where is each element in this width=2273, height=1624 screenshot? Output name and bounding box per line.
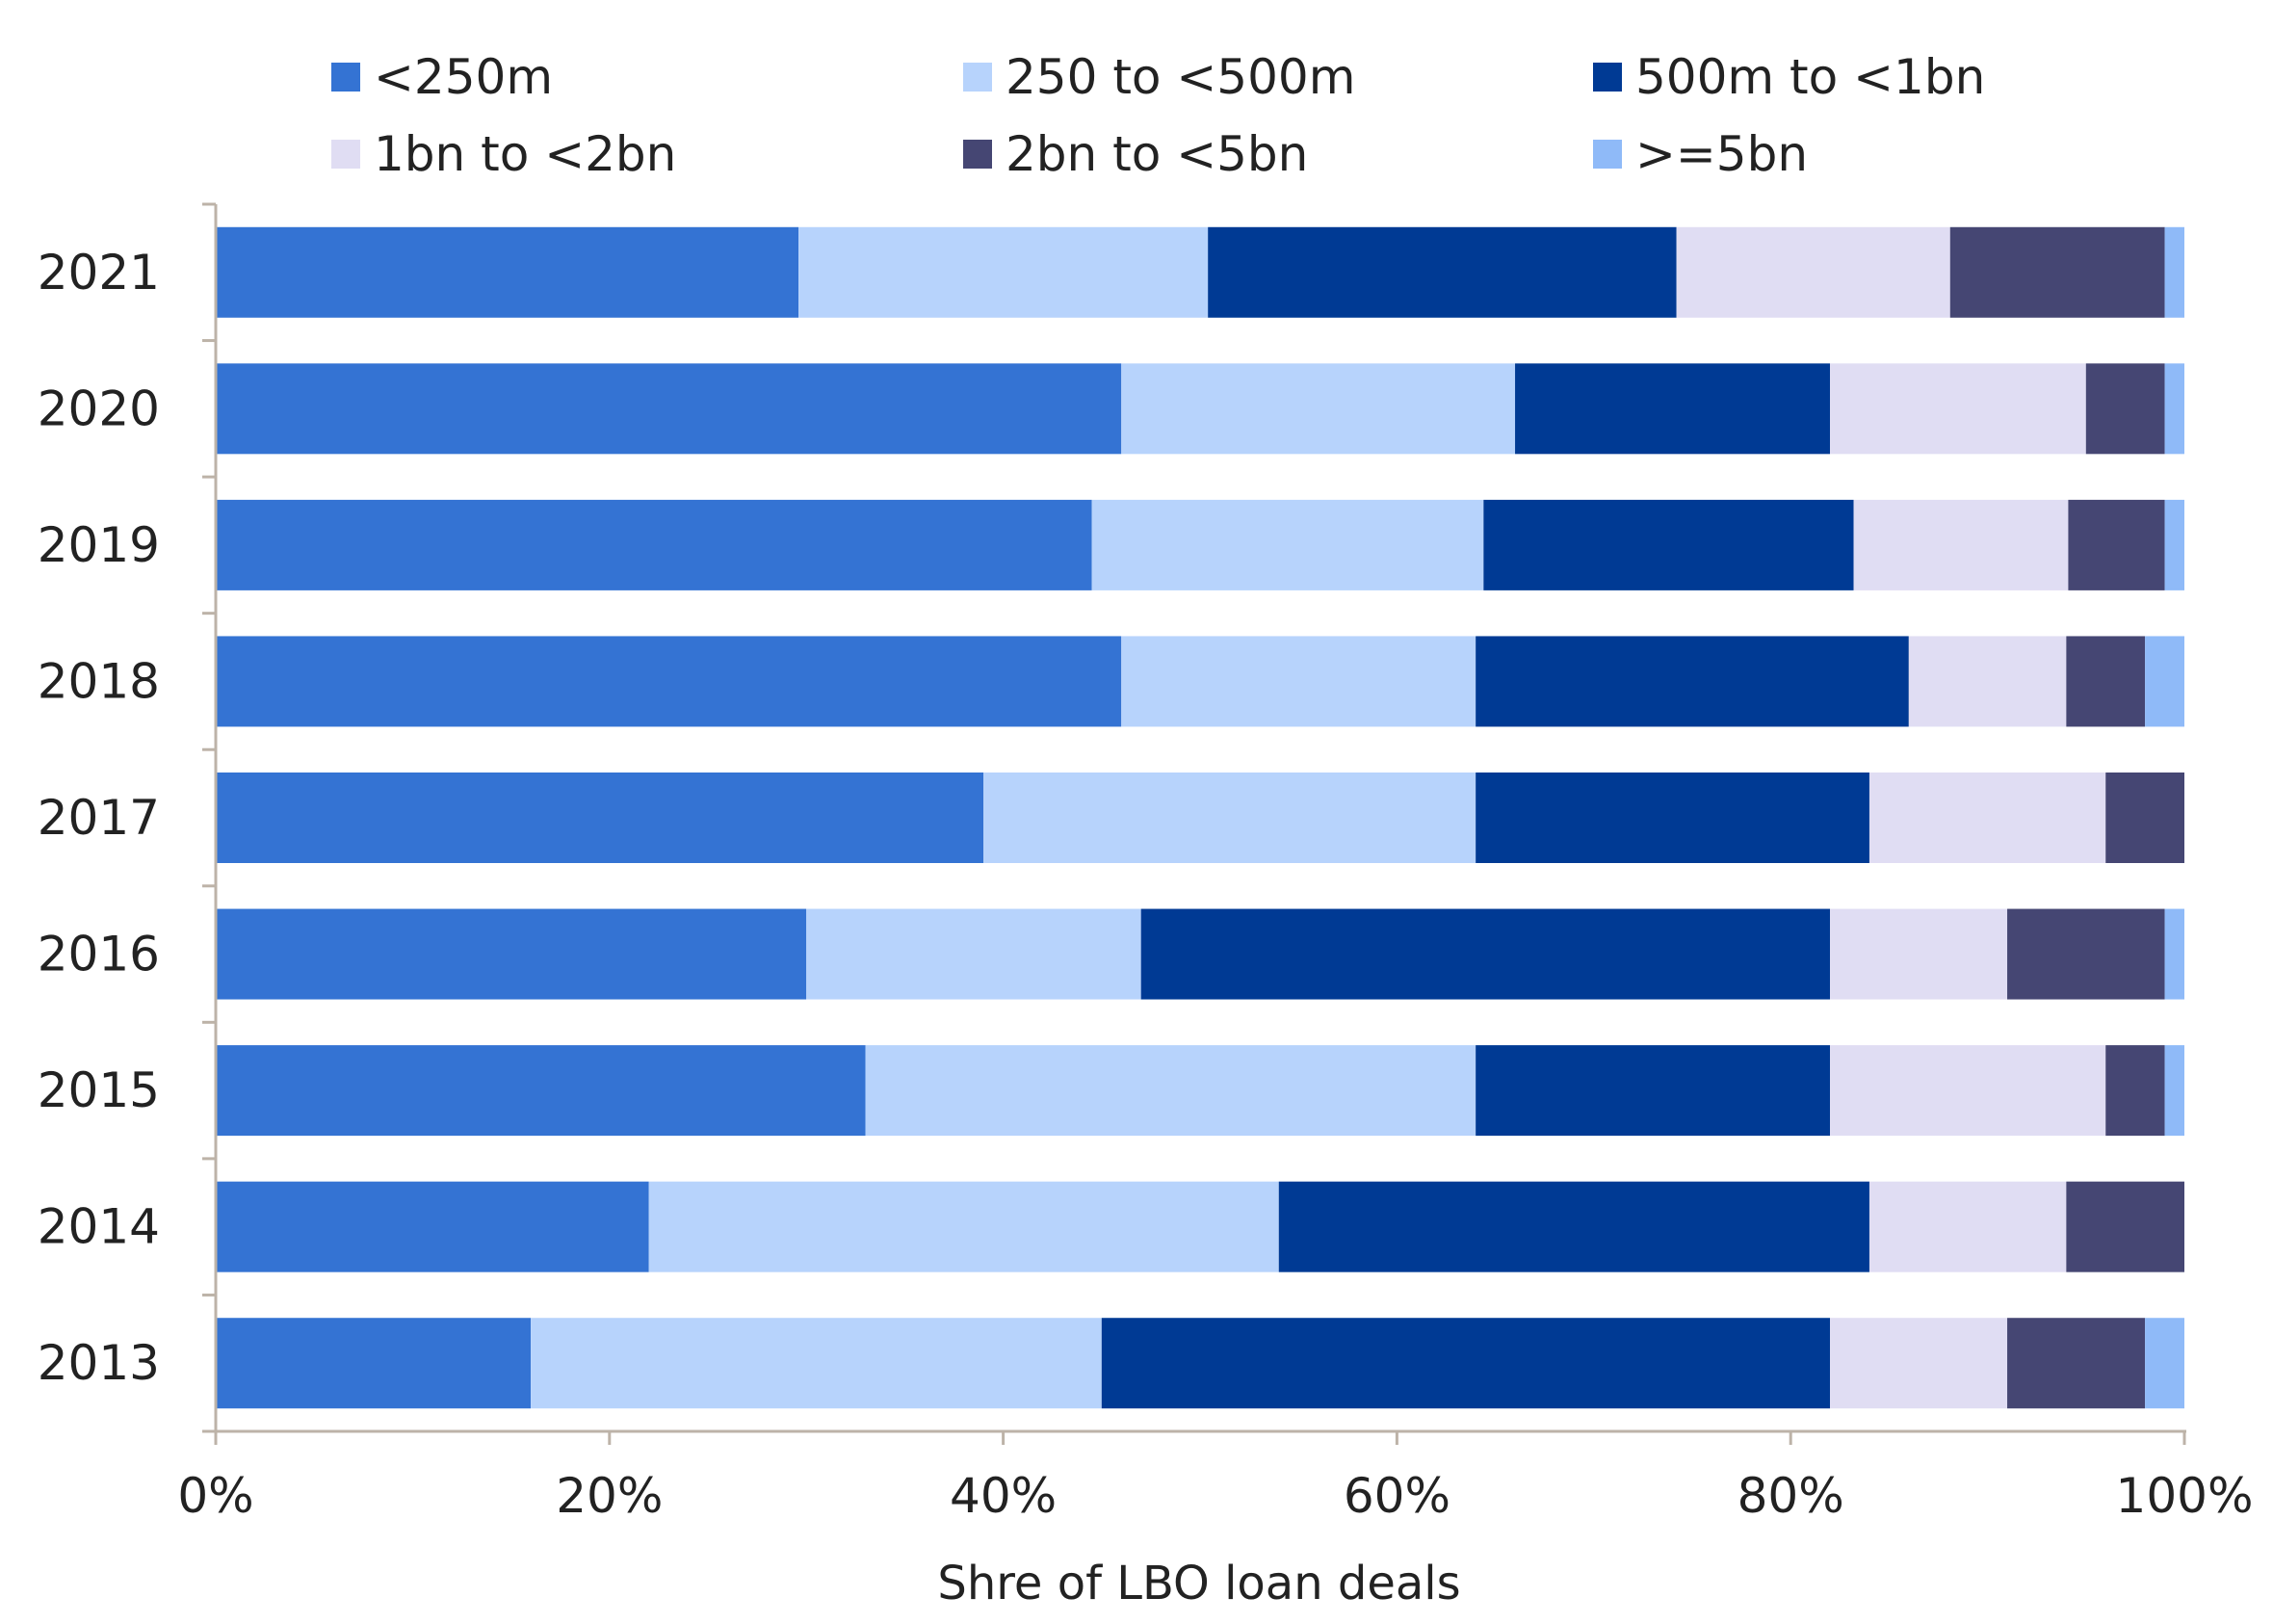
y-tick-label-2020: 2020 (38, 380, 160, 436)
legend-swatch (1593, 63, 1622, 92)
y-tick-label-2019: 2019 (38, 517, 160, 573)
legend-swatch (331, 140, 360, 169)
bar-2021-series-1 (216, 226, 799, 318)
bar-2020-series-3 (1515, 363, 1831, 455)
bar-2019-series-4 (1853, 499, 2069, 590)
bar-2018-series-4 (1908, 636, 2067, 727)
bar-2020-series-2 (1121, 363, 1516, 455)
x-tick-label-100: 100% (2116, 1468, 2254, 1524)
bar-2021-series-2 (798, 226, 1209, 318)
legend-label: 2bn to <5bn (1006, 126, 1308, 182)
bar-2019-series-3 (1483, 499, 1854, 590)
bar-2021-series-5 (1949, 226, 2165, 318)
bar-2013-series-1 (216, 1318, 532, 1409)
bar-2020-series-6 (2164, 363, 2184, 455)
bar-2020-series-1 (216, 363, 1122, 455)
x-tick-label-20: 20% (556, 1468, 663, 1524)
y-tick-label-2017: 2017 (38, 790, 160, 846)
bar-2018-series-2 (1121, 636, 1476, 727)
y-tick-label-2013: 2013 (38, 1335, 160, 1391)
bar-2016-series-5 (2007, 908, 2165, 1000)
bar-2016-series-1 (216, 908, 807, 1000)
bar-2018-series-5 (2066, 636, 2146, 727)
legend-swatch (331, 63, 360, 92)
y-tick-label-2016: 2016 (38, 927, 160, 982)
legend-swatch (963, 63, 992, 92)
bar-2019-series-2 (1091, 499, 1484, 590)
bar-2014-series-2 (648, 1181, 1279, 1272)
bar-2018-series-6 (2145, 636, 2184, 727)
y-tick-label-2021: 2021 (38, 245, 160, 301)
legend-label: 1bn to <2bn (374, 126, 676, 182)
bars (216, 226, 2184, 1409)
bar-2015-series-2 (865, 1045, 1476, 1137)
bar-2013-series-3 (1101, 1318, 1831, 1409)
bar-2017-series-3 (1476, 773, 1869, 863)
bar-2013-series-6 (2145, 1318, 2184, 1409)
x-tick-label-40: 40% (950, 1468, 1057, 1524)
bar-2013-series-5 (2007, 1318, 2146, 1409)
bar-2016-series-3 (1140, 908, 1831, 1000)
bar-2017-series-5 (2105, 773, 2184, 863)
bar-2019-series-6 (2164, 499, 2184, 590)
bar-2015-series-3 (1476, 1045, 1831, 1137)
legend-item-4: 1bn to <2bn (331, 126, 676, 182)
bar-2017-series-4 (1868, 773, 2106, 863)
bar-2014-series-4 (1868, 1181, 2067, 1272)
x-tick-label-60: 60% (1344, 1468, 1450, 1524)
legend-label: >=5bn (1635, 126, 1808, 182)
x-tick-label-0: 0% (177, 1468, 253, 1524)
bar-2021-series-3 (1208, 226, 1677, 318)
bar-2015-series-6 (2164, 1045, 2184, 1137)
bar-2015-series-4 (1830, 1045, 2106, 1137)
legend-item-2: 250 to <500m (963, 49, 1355, 105)
bar-2016-series-6 (2164, 908, 2184, 1000)
legend: <250m 250 to <500m 500m to <1bn 1bn to <2bn… (331, 49, 1985, 182)
axes: 2021 2020 2019 2018 2017 2016 2015 2014 2013 0% 20… (38, 202, 2254, 1524)
bar-2019-series-1 (216, 499, 1092, 590)
y-tick-label-2015: 2015 (38, 1062, 160, 1118)
bar-2020-series-5 (2085, 363, 2165, 455)
legend-item-5: 2bn to <5bn (963, 126, 1308, 182)
bar-2014-series-5 (2066, 1181, 2184, 1272)
bar-2014-series-3 (1278, 1181, 1869, 1272)
bar-2018-series-1 (216, 636, 1122, 727)
bar-2016-series-4 (1830, 908, 2008, 1000)
x-tick-label-80: 80% (1737, 1468, 1844, 1524)
y-tick-label-2014: 2014 (38, 1199, 160, 1255)
bar-2014-series-1 (216, 1181, 649, 1272)
bar-2015-series-1 (216, 1045, 866, 1137)
legend-label: 500m to <1bn (1635, 49, 1985, 105)
legend-label: <250m (374, 49, 553, 105)
bar-2020-series-4 (1830, 363, 2086, 455)
y-tick-label-2018: 2018 (38, 653, 160, 709)
legend-item-1: <250m (331, 49, 553, 105)
legend-item-3: 500m to <1bn (1593, 49, 1985, 105)
legend-label: 250 to <500m (1006, 49, 1355, 105)
bar-2021-series-6 (2164, 226, 2184, 318)
bar-2015-series-5 (2105, 1045, 2165, 1137)
bar-2017-series-2 (983, 773, 1476, 863)
legend-item-6: >=5bn (1593, 126, 1808, 182)
x-axis-title: Shre of LBO loan deals (937, 1557, 1460, 1611)
bar-2021-series-4 (1676, 226, 1950, 318)
bar-2013-series-2 (531, 1318, 1102, 1409)
bar-2016-series-2 (806, 908, 1141, 1000)
bar-2018-series-3 (1476, 636, 1909, 727)
bar-2017-series-1 (216, 773, 984, 863)
bar-2013-series-4 (1830, 1318, 2008, 1409)
bar-2019-series-5 (2068, 499, 2165, 590)
legend-swatch (963, 140, 992, 169)
legend-swatch (1593, 140, 1622, 169)
